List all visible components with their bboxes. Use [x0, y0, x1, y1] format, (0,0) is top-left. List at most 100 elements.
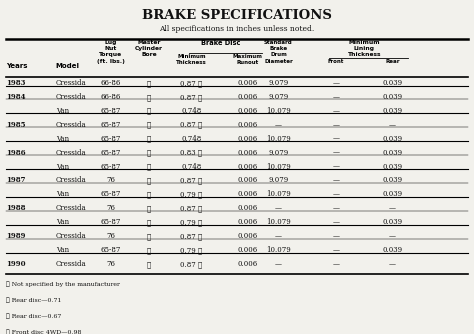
Text: 1990: 1990 — [6, 260, 26, 268]
Text: ①: ① — [147, 218, 151, 226]
Text: 0.87 ②: 0.87 ② — [180, 93, 202, 101]
Text: Maximum
Runout: Maximum Runout — [232, 53, 262, 65]
Text: —: — — [332, 176, 339, 184]
Text: 0.039: 0.039 — [383, 107, 402, 115]
Text: —: — — [332, 79, 339, 87]
Text: 0.87 ③: 0.87 ③ — [180, 176, 202, 184]
Text: 0.87 ②: 0.87 ② — [180, 121, 202, 129]
Text: —: — — [389, 204, 396, 212]
Text: Van: Van — [55, 218, 69, 226]
Text: 0.006: 0.006 — [237, 190, 257, 198]
Text: 65-87: 65-87 — [100, 218, 121, 226]
Text: ③ Rear disc—0.67: ③ Rear disc—0.67 — [6, 313, 62, 319]
Text: Minimum
Lining
Thickness: Minimum Lining Thickness — [347, 40, 381, 57]
Text: Years: Years — [6, 63, 27, 69]
Text: ①: ① — [147, 79, 151, 87]
Text: 65-87: 65-87 — [100, 149, 121, 157]
Text: 10.079: 10.079 — [266, 246, 291, 254]
Text: Cressida: Cressida — [55, 121, 86, 129]
Text: 10.079: 10.079 — [266, 107, 291, 115]
Text: Lug
Nut
Torque
(ft. lbs.): Lug Nut Torque (ft. lbs.) — [97, 40, 125, 63]
Text: 0.006: 0.006 — [237, 149, 257, 157]
Text: 66-86: 66-86 — [100, 79, 121, 87]
Text: Rear: Rear — [385, 59, 400, 64]
Text: 10.079: 10.079 — [266, 190, 291, 198]
Text: ①: ① — [147, 204, 151, 212]
Text: Minimum
Thickness: Minimum Thickness — [176, 53, 207, 65]
Text: Van: Van — [55, 246, 69, 254]
Text: ①: ① — [147, 176, 151, 184]
Text: Cressida: Cressida — [55, 232, 86, 240]
Text: ② Rear disc—0.71: ② Rear disc—0.71 — [6, 298, 62, 303]
Text: ①: ① — [147, 190, 151, 198]
Text: —: — — [332, 149, 339, 157]
Text: —: — — [332, 121, 339, 129]
Text: 9.079: 9.079 — [268, 149, 289, 157]
Text: Van: Van — [55, 135, 69, 143]
Text: 9.079: 9.079 — [268, 79, 289, 87]
Text: 0.039: 0.039 — [383, 93, 402, 101]
Text: 76: 76 — [106, 260, 115, 268]
Text: —: — — [332, 246, 339, 254]
Text: —: — — [389, 260, 396, 268]
Text: 0.039: 0.039 — [383, 246, 402, 254]
Text: Cressida: Cressida — [55, 176, 86, 184]
Text: —: — — [275, 260, 282, 268]
Text: ① Not specified by the manufacturer: ① Not specified by the manufacturer — [6, 282, 120, 287]
Text: 65-87: 65-87 — [100, 163, 121, 171]
Text: 76: 76 — [106, 176, 115, 184]
Text: —: — — [332, 260, 339, 268]
Text: 0.748: 0.748 — [181, 135, 201, 143]
Text: Model: Model — [55, 63, 80, 69]
Text: Van: Van — [55, 107, 69, 115]
Text: Cressida: Cressida — [55, 93, 86, 101]
Text: —: — — [275, 121, 282, 129]
Text: 0.006: 0.006 — [237, 176, 257, 184]
Text: Cressida: Cressida — [55, 260, 86, 268]
Text: 10.079: 10.079 — [266, 135, 291, 143]
Text: ①: ① — [147, 107, 151, 115]
Text: 10.079: 10.079 — [266, 218, 291, 226]
Text: 0.006: 0.006 — [237, 246, 257, 254]
Text: —: — — [332, 107, 339, 115]
Text: 1987: 1987 — [6, 176, 26, 184]
Text: 0.748: 0.748 — [181, 107, 201, 115]
Text: —: — — [275, 232, 282, 240]
Text: Master
Cylinder
Bore: Master Cylinder Bore — [135, 40, 163, 57]
Text: 65-87: 65-87 — [100, 246, 121, 254]
Text: Cressida: Cressida — [55, 149, 86, 157]
Text: 0.87 ②: 0.87 ② — [180, 260, 202, 268]
Text: ①: ① — [147, 121, 151, 129]
Text: —: — — [332, 135, 339, 143]
Text: 0.039: 0.039 — [383, 163, 402, 171]
Text: ④ Front disc 4WD—0.98: ④ Front disc 4WD—0.98 — [6, 329, 82, 334]
Text: 0.83 ③: 0.83 ③ — [180, 149, 202, 157]
Text: 9.079: 9.079 — [268, 93, 289, 101]
Text: ①: ① — [147, 149, 151, 157]
Text: 0.87 ②: 0.87 ② — [180, 204, 202, 212]
Text: 0.87 ②: 0.87 ② — [180, 232, 202, 240]
Text: 0.006: 0.006 — [237, 93, 257, 101]
Text: 76: 76 — [106, 204, 115, 212]
Text: 0.79 ④: 0.79 ④ — [180, 246, 202, 254]
Text: ①: ① — [147, 163, 151, 171]
Text: —: — — [389, 121, 396, 129]
Text: 0.006: 0.006 — [237, 204, 257, 212]
Text: 76: 76 — [106, 232, 115, 240]
Text: 1985: 1985 — [6, 121, 26, 129]
Text: —: — — [332, 190, 339, 198]
Text: Van: Van — [55, 163, 69, 171]
Text: 0.006: 0.006 — [237, 135, 257, 143]
Text: 0.006: 0.006 — [237, 107, 257, 115]
Text: 9.079: 9.079 — [268, 176, 289, 184]
Text: 1983: 1983 — [6, 79, 26, 87]
Text: Cressida: Cressida — [55, 79, 86, 87]
Text: 1989: 1989 — [6, 232, 26, 240]
Text: 65-87: 65-87 — [100, 107, 121, 115]
Text: —: — — [275, 204, 282, 212]
Text: 0.748: 0.748 — [181, 163, 201, 171]
Text: 0.006: 0.006 — [237, 79, 257, 87]
Text: Brake Disc: Brake Disc — [201, 40, 240, 46]
Text: 0.006: 0.006 — [237, 260, 257, 268]
Text: —: — — [332, 204, 339, 212]
